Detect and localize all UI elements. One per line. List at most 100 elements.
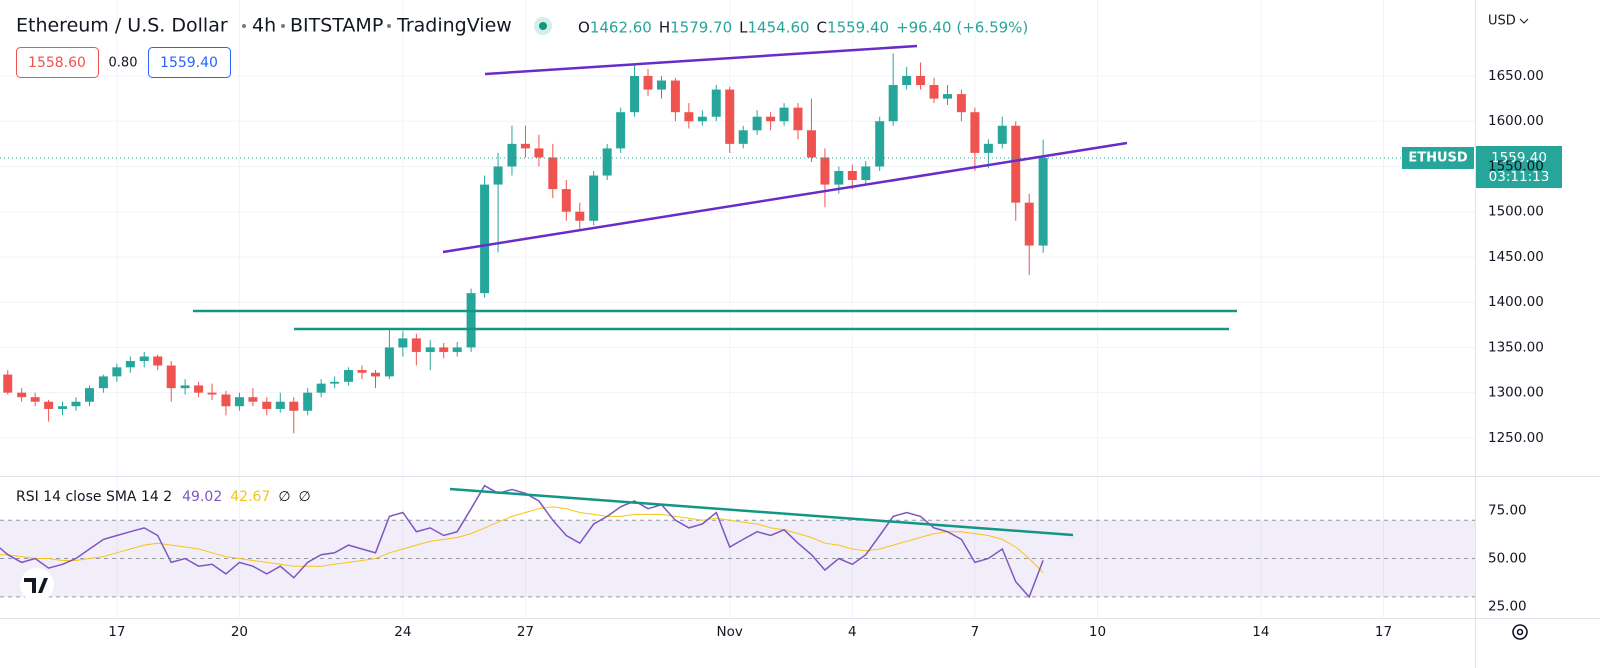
candle-body	[58, 406, 68, 409]
candle-body	[30, 397, 40, 402]
candle-body	[44, 401, 54, 409]
market-status-dot	[539, 22, 547, 30]
candle-body	[684, 112, 694, 122]
candle-body	[847, 171, 857, 181]
candle-body	[997, 125, 1007, 144]
rsi-extra: ∅	[278, 489, 290, 505]
candle-body	[398, 338, 408, 348]
rsi-legend: RSI 14 close SMA 14 2 49.02 42.67 ∅ ∅	[16, 489, 311, 505]
candle-body	[534, 148, 544, 158]
interval: 4h	[252, 15, 276, 37]
candle-body	[834, 171, 844, 185]
candle-body	[180, 385, 190, 389]
ohlc-value: 1454.60	[748, 19, 810, 37]
candle-body	[1011, 125, 1021, 203]
bid[interactable]: 1558.60	[28, 55, 86, 71]
y-tick-label: 25.00	[1488, 598, 1527, 614]
x-tick-label: 7	[971, 624, 980, 640]
currency-caret	[1519, 18, 1529, 24]
ticker-tag	[1402, 147, 1474, 169]
candle-body	[262, 401, 272, 409]
candle-body	[766, 116, 776, 122]
candle-body	[589, 175, 599, 221]
x-tick-label: 27	[517, 624, 534, 640]
candle-body	[875, 121, 885, 167]
candle-body	[602, 148, 612, 176]
x-tick-label: 24	[394, 624, 411, 640]
x-tick-label: 20	[231, 624, 248, 640]
candle-body	[330, 381, 340, 384]
candle-body	[384, 347, 394, 377]
candle-body	[370, 372, 380, 377]
candle-body	[943, 94, 953, 99]
candle-body	[98, 376, 108, 389]
y-tick-label: 1400.00	[1488, 294, 1544, 310]
candle-body	[888, 85, 898, 122]
y-tick-label: 1550.00	[1488, 158, 1544, 174]
candle-body	[575, 211, 585, 221]
candle-body	[344, 370, 354, 382]
candle-body	[17, 392, 27, 398]
ohlc-label: L	[739, 19, 748, 37]
candle-body	[806, 130, 816, 158]
trend-line	[442, 141, 1128, 254]
candle-body	[1038, 157, 1048, 246]
grid	[0, 0, 1475, 618]
separator	[242, 24, 246, 28]
candle-body	[3, 374, 13, 393]
rsi-extra: ∅	[299, 489, 311, 505]
candle-body	[548, 157, 558, 190]
candle-body	[697, 116, 707, 122]
candle-body	[793, 107, 803, 131]
separator	[387, 24, 391, 28]
candle-body	[112, 367, 122, 377]
source: TradingView	[396, 15, 512, 37]
symbol: Ethereum / U.S. Dollar	[16, 15, 228, 37]
candle-body	[643, 76, 653, 90]
candle-body	[507, 143, 517, 167]
y-tick-label: 1350.00	[1488, 339, 1544, 355]
candle-body	[493, 166, 503, 185]
candle-body	[983, 143, 993, 153]
sell-button[interactable]	[16, 47, 99, 78]
candle-body	[275, 401, 285, 409]
candle-body	[439, 347, 449, 352]
drawings	[193, 44, 1237, 537]
candle-body	[166, 365, 176, 389]
candle-body	[561, 189, 571, 212]
rsi-pane	[0, 484, 1475, 599]
x-tick-label: 14	[1252, 624, 1269, 640]
candle-body	[861, 166, 871, 181]
spread: 0.80	[109, 56, 138, 71]
price-pane	[0, 53, 1475, 434]
settings-icon[interactable]	[1512, 624, 1528, 640]
rsi-value: 49.02	[182, 489, 222, 505]
candle-body	[466, 293, 476, 348]
candle-body	[221, 394, 231, 407]
x-tick-label: 4	[848, 624, 857, 640]
y-tick-label: 1250.00	[1488, 430, 1544, 446]
candle-body	[194, 385, 204, 393]
candle-body	[779, 107, 789, 122]
candle-body	[289, 401, 299, 411]
tv-logo[interactable]	[20, 568, 54, 602]
y-tick-label: 1650.00	[1488, 68, 1544, 84]
countdown: 03:11:13	[1489, 169, 1550, 185]
candle-body	[234, 397, 244, 407]
x-tick-label: Nov	[717, 624, 743, 640]
candle-body	[153, 356, 163, 366]
x-tick-label: 17	[108, 624, 125, 640]
candle-body	[738, 130, 748, 144]
y-tick-label: 75.00	[1488, 503, 1527, 519]
candle-body	[425, 347, 435, 352]
currency[interactable]: USD	[1488, 14, 1516, 29]
candle-body	[303, 392, 313, 411]
candle-body	[752, 116, 762, 131]
buy-button[interactable]	[148, 47, 231, 78]
y-tick-label: 1450.00	[1488, 249, 1544, 265]
ohlc-value: 1579.70	[670, 19, 732, 37]
ask[interactable]: 1559.40	[160, 55, 218, 71]
candle-body	[452, 347, 462, 352]
y-tick-label: 1500.00	[1488, 204, 1544, 220]
